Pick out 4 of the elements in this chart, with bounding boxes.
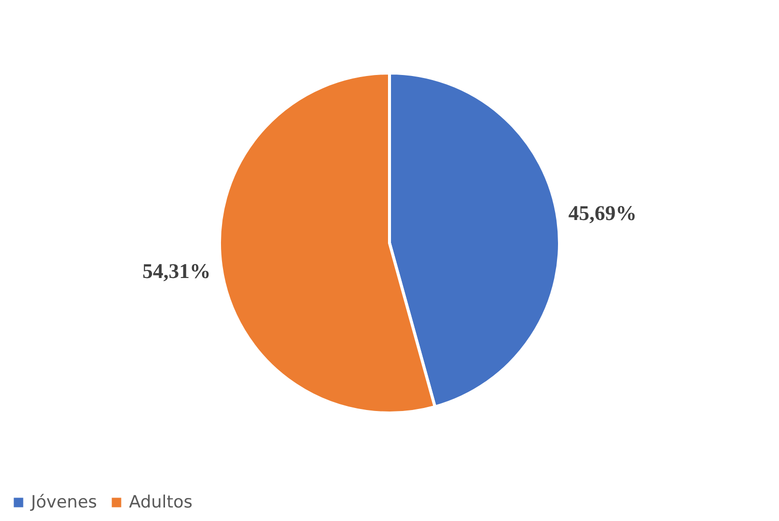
- data-label: 45,69%: [568, 200, 637, 225]
- data-label: 54,31%: [142, 259, 211, 284]
- legend-label: Jóvenes: [30, 492, 98, 513]
- legend-label: Adultos: [129, 492, 193, 513]
